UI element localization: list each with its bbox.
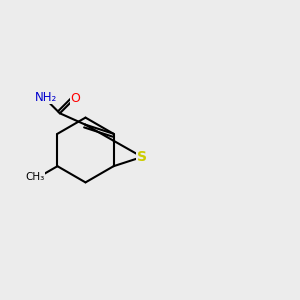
Text: CH₃: CH₃ bbox=[25, 172, 45, 182]
Text: NH₂: NH₂ bbox=[35, 91, 57, 104]
Text: O: O bbox=[70, 92, 80, 104]
Text: S: S bbox=[137, 150, 147, 164]
